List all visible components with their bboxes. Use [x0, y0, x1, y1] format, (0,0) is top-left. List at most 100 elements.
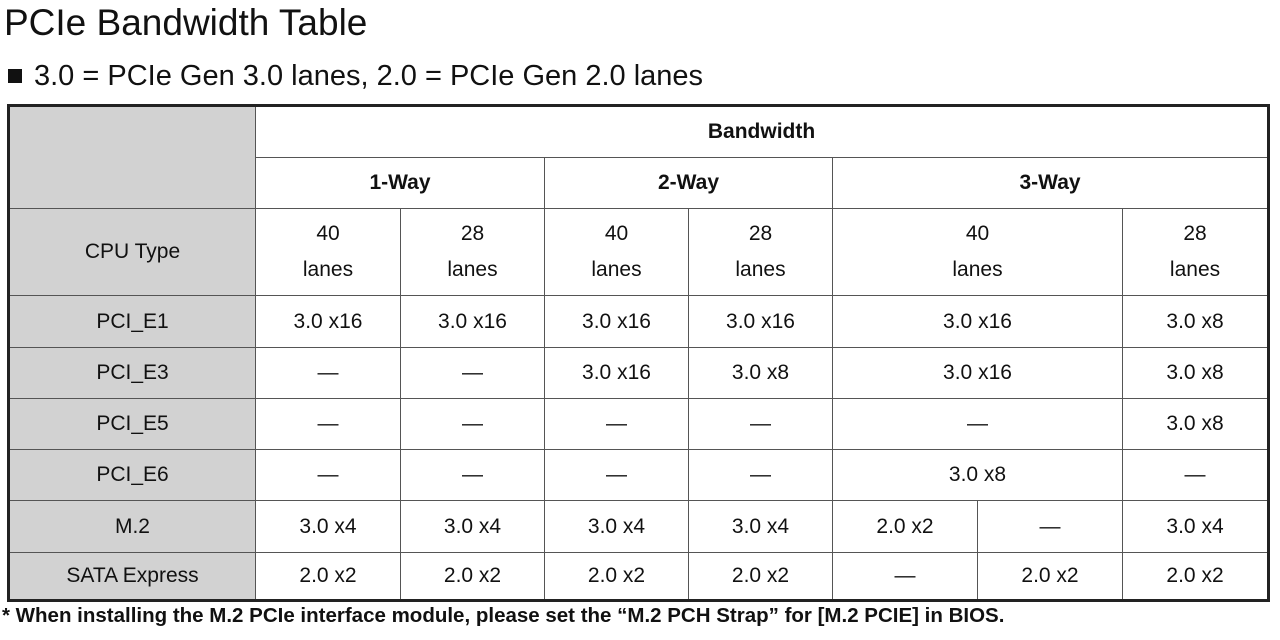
data-cell-text: —	[1184, 463, 1206, 486]
row-label: PCI_E1	[8, 295, 256, 348]
lanes-cell: 40 lanes	[832, 208, 1123, 296]
bandwidth-table: Bandwidth 1-Way 2-Way 3-Way CPU Type 40 lanes…	[7, 104, 1271, 602]
data-cell: —	[977, 500, 1123, 553]
table-row: PCI_E1 3.0 x16 3.0 x16 3.0 x16 3.0 x16 3.0 x1…	[8, 295, 1270, 348]
data-cell: 2.0 x2	[977, 552, 1123, 601]
data-cell: 3.0 x4	[688, 500, 833, 553]
bandwidth-header: Bandwidth	[254, 105, 1270, 158]
data-cell: 2.0 x2	[544, 552, 689, 601]
data-cell-text: 3.0 x16	[943, 309, 1012, 333]
row-label: PCI_E6	[8, 449, 256, 501]
data-cell-text: 3.0 x8	[948, 463, 1007, 486]
data-cell: 3.0 x4	[1121, 500, 1270, 553]
data-cell-text: 3.0 x16	[438, 309, 507, 333]
lanes-cell-text: 40 lanes	[302, 222, 354, 281]
subtitle: 3.0 = PCIe Gen 3.0 lanes, 2.0 = PCIe Gen…	[8, 56, 703, 96]
data-cell: 3.0 x8	[688, 347, 833, 399]
table-row: 1-Way 2-Way 3-Way	[9, 157, 1270, 209]
row-label-text: PCI_E5	[96, 412, 169, 435]
data-cell-text: 3.0 x4	[587, 514, 646, 538]
data-cell: 3.0 x4	[255, 500, 401, 553]
data-cell: 3.0 x4	[400, 500, 545, 553]
row-label: M.2	[8, 500, 256, 553]
data-cell: 2.0 x2	[832, 500, 978, 553]
data-cell: —	[1121, 449, 1270, 501]
footnote: * When installing the M.2 PCIe interface…	[2, 604, 1005, 627]
data-cell-text: 3.0 x8	[1166, 361, 1224, 384]
data-cell-text: —	[894, 564, 916, 587]
data-cell-text: —	[1039, 514, 1061, 538]
data-cell: 3.0 x8	[1121, 347, 1270, 399]
data-cell: 3.0 x16	[688, 295, 833, 348]
data-cell-text: 2.0 x2	[731, 564, 790, 587]
group-header-text: 3-Way	[1019, 171, 1081, 194]
lanes-cell-text: 28 lanes	[447, 222, 498, 281]
lanes-cell: 28 lanes	[1121, 208, 1270, 296]
data-cell-text: 3.0 x4	[299, 514, 357, 538]
table-row: SATA Express 2.0 x2 2.0 x2 2.0 x2 2.0 x2 — 2.0…	[8, 552, 1270, 601]
row-header-text: CPU Type	[84, 240, 181, 263]
table-row: CPU Type 40 lanes 28 lanes 40 lanes 28 lanes…	[8, 208, 1270, 296]
data-cell: 3.0 x8	[832, 449, 1123, 501]
data-cell-text: 3.0 x8	[731, 361, 790, 384]
data-cell-text: 2.0 x2	[443, 564, 502, 587]
lanes-cell-text: 28 lanes	[1169, 222, 1221, 281]
data-cell-text: 3.0 x8	[1166, 309, 1224, 333]
data-cell: 3.0 x16	[255, 295, 401, 348]
row-label-text: PCI_E6	[96, 463, 169, 486]
data-cell: —	[400, 449, 545, 501]
table-row: PCI_E3 — — 3.0 x16 3.0 x8 3.0 x16 3.0 x8	[8, 347, 1270, 399]
corner-cell	[8, 105, 256, 209]
data-cell: —	[400, 347, 545, 399]
row-label: PCI_E3	[8, 347, 256, 399]
table-row: PCI_E5 — — — — — 3.0 x8	[8, 398, 1270, 450]
data-cell: —	[400, 398, 545, 450]
data-cell-text: 2.0 x2	[299, 564, 357, 587]
data-cell-text: 2.0 x2	[1166, 564, 1224, 587]
group-header-text: 1-Way	[369, 171, 431, 194]
data-cell: 2.0 x2	[400, 552, 545, 601]
data-cell-text: —	[317, 361, 339, 384]
data-cell: 3.0 x16	[400, 295, 545, 348]
data-cell: 3.0 x16	[832, 295, 1123, 348]
data-cell-text: —	[606, 412, 627, 435]
row-label: PCI_E5	[8, 398, 256, 450]
data-cell: —	[544, 398, 689, 450]
data-cell: —	[832, 398, 1123, 450]
lanes-cell-text: 40 lanes	[591, 222, 642, 281]
title: PCIe Bandwidth Table	[4, 2, 368, 43]
data-cell-text: 3.0 x16	[293, 309, 363, 333]
data-cell: —	[832, 552, 978, 601]
data-cell: —	[255, 449, 401, 501]
lanes-cell: 28 lanes	[400, 208, 545, 296]
lanes-cell: 40 lanes	[255, 208, 401, 296]
data-cell: 3.0 x16	[544, 347, 689, 399]
data-cell-text: 3.0 x16	[943, 361, 1012, 384]
group-header: 1-Way	[255, 157, 545, 209]
row-label-text: PCI_E1	[96, 309, 169, 333]
data-cell-text: 2.0 x2	[876, 514, 934, 538]
data-cell: —	[255, 347, 401, 399]
bandwidth-header-text: Bandwidth	[707, 120, 816, 143]
data-cell: 3.0 x8	[1121, 398, 1270, 450]
row-label-text: SATA Express	[66, 564, 199, 587]
data-cell-text: —	[750, 412, 771, 435]
lanes-cell-text: 40 lanes	[952, 222, 1003, 281]
data-cell-text: —	[606, 463, 627, 486]
data-cell: 3.0 x4	[544, 500, 689, 553]
lanes-cell-text: 28 lanes	[735, 222, 786, 281]
data-cell-text: —	[462, 463, 483, 486]
row-label-text: M.2	[114, 514, 150, 538]
data-cell-text: 2.0 x2	[1021, 564, 1079, 587]
data-cell: 3.0 x16	[832, 347, 1123, 399]
data-cell: —	[544, 449, 689, 501]
data-cell-text: —	[317, 463, 339, 486]
data-cell-text: —	[967, 412, 988, 435]
lanes-cell: 40 lanes	[544, 208, 689, 296]
data-cell: 2.0 x2	[255, 552, 401, 601]
data-cell-text: 3.0 x4	[443, 514, 502, 538]
data-cell-text: —	[750, 463, 771, 486]
group-header-text: 2-Way	[657, 171, 720, 194]
data-cell: 2.0 x2	[1121, 552, 1270, 601]
